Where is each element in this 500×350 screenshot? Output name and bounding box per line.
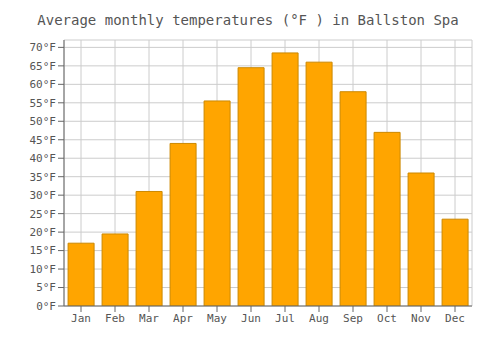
- svg-text:Dec: Dec: [445, 312, 465, 325]
- svg-text:70°F: 70°F: [30, 41, 57, 54]
- svg-text:30°F: 30°F: [30, 189, 57, 202]
- svg-text:60°F: 60°F: [30, 78, 57, 91]
- svg-text:50°F: 50°F: [30, 115, 57, 128]
- svg-text:Feb: Feb: [105, 312, 125, 325]
- svg-text:5°F: 5°F: [36, 281, 56, 294]
- svg-text:Oct: Oct: [377, 312, 397, 325]
- svg-text:10°F: 10°F: [30, 263, 57, 276]
- svg-text:Aug: Aug: [309, 312, 329, 325]
- svg-text:55°F: 55°F: [30, 97, 57, 110]
- svg-text:May: May: [207, 312, 227, 325]
- svg-text:15°F: 15°F: [30, 244, 57, 257]
- html-text:Average monthly temperatures (: Average monthly temperatures (°F ) in Ba…: [37, 12, 459, 28]
- svg-text:Nov: Nov: [411, 312, 431, 325]
- svg-text:0°F: 0°F: [36, 300, 56, 313]
- svg-text:45°F: 45°F: [30, 134, 57, 147]
- svg-text:Apr: Apr: [173, 312, 193, 325]
- svg-text:20°F: 20°F: [30, 226, 57, 239]
- svg-text:Sep: Sep: [343, 312, 363, 325]
- svg-text:Mar: Mar: [139, 312, 159, 325]
- svg-text:35°F: 35°F: [30, 171, 57, 184]
- svg-text:65°F: 65°F: [30, 60, 57, 73]
- svg-text:Jun: Jun: [241, 312, 261, 325]
- svg-text:40°F: 40°F: [30, 152, 57, 165]
- svg-text:Jan: Jan: [71, 312, 91, 325]
- svg-text:Jul: Jul: [275, 312, 295, 325]
- svg-text:25°F: 25°F: [30, 208, 57, 221]
